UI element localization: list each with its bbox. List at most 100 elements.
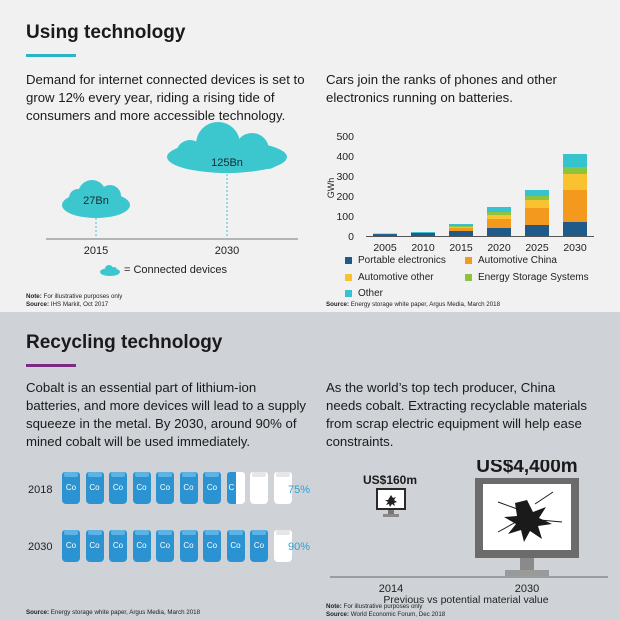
cloud-legend-icon (100, 265, 120, 276)
bar-segment (525, 208, 549, 225)
legend-item: Other (345, 288, 383, 299)
cloud-icon (167, 122, 287, 173)
bar-segment (487, 215, 511, 219)
cobalt-battery-icon (273, 530, 292, 562)
bar-segment (525, 200, 549, 208)
cobalt-row-2030: Co Co Co Co Co Co Co Co Co (62, 530, 297, 562)
cobalt-battery-icon: Co (179, 472, 198, 504)
bar-segment (563, 167, 587, 174)
chart-source: Source: Energy storage white paper, Argu… (326, 301, 501, 308)
bar-segment (487, 219, 511, 228)
bar-segment (525, 190, 549, 196)
cobalt-battery-icon: Co (62, 472, 80, 504)
year-2015-label: 2015 (84, 245, 108, 257)
cobalt-battery-icon: Co (203, 530, 221, 562)
row-year-label: 2030 (28, 541, 53, 553)
note-text: Note: For illustrative purposes only Sou… (26, 293, 123, 308)
cobalt-battery-icon: Co (203, 472, 221, 504)
bar-segment (525, 225, 549, 236)
cloud-icon (62, 180, 130, 218)
recycling-technology-section: Recycling technology Cobalt is an essent… (0, 312, 620, 620)
row-year-label: 2018 (28, 484, 53, 496)
cobalt-battery-icon: Co (250, 530, 268, 562)
bar-segment (373, 233, 397, 235)
y-tick-label: 0 (348, 231, 354, 243)
legend-item: Automotive other (345, 272, 434, 283)
monitor-icon (475, 478, 579, 576)
y-tick-label: 400 (336, 151, 354, 163)
section-title: Recycling technology (26, 332, 223, 353)
legend-item: Automotive China (465, 255, 557, 266)
year-2030-label: 2030 (515, 583, 539, 595)
bar-segment (449, 231, 473, 236)
y-tick-label: 500 (336, 131, 354, 143)
cobalt-battery-icon: Co (132, 472, 151, 504)
cobalt-battery-icon: Co (156, 530, 174, 562)
bar-segment (449, 227, 473, 228)
china-paragraph: As the world’s top tech producer, China … (326, 380, 587, 449)
using-technology-section: Using technology Demand for internet con… (0, 0, 620, 312)
cobalt-battery-icon: Co (109, 472, 127, 504)
bar-segment (487, 212, 511, 215)
row-percent-label: 75% (288, 484, 311, 496)
value-2030-label: US$4,400m (476, 460, 577, 477)
x-tick-label: 2010 (411, 242, 435, 254)
y-tick-label: 300 (336, 171, 354, 183)
cloud-2030-value: 125Bn (211, 157, 243, 169)
cobalt-paragraph: Cobalt is an essential part of lithium-i… (26, 380, 307, 449)
year-2030-label: 2030 (215, 245, 239, 257)
bar-segment (411, 232, 435, 233)
cobalt-battery-icon: Co (85, 472, 104, 504)
cobalt-battery-icon (273, 472, 292, 504)
legend-item: Energy Storage Systems (465, 272, 589, 283)
cloud-2015-value: 27Bn (83, 195, 109, 207)
batteries-paragraph: Cars join the ranks of phones and other … (326, 72, 557, 105)
x-tick-label: 2015 (449, 242, 473, 254)
y-tick-label: 200 (336, 191, 354, 203)
section-accent-rule (26, 364, 76, 367)
bar-segment (487, 207, 511, 212)
bar-segment (411, 233, 435, 236)
bar-segment (449, 224, 473, 226)
bar-segment (563, 222, 587, 236)
bar-segment (563, 174, 587, 190)
recycling-source: Note: For illustrative purposes only Sou… (326, 603, 446, 618)
material-value-graphic: US$160m US$4,400m 2014 2030 (330, 460, 608, 595)
bar-segment (563, 154, 587, 167)
x-tick-label: 2025 (525, 242, 549, 254)
bar-segment (449, 226, 473, 227)
devices-paragraph: Demand for internet connected devices is… (26, 72, 305, 123)
cobalt-battery-icon: Co (156, 472, 174, 504)
section-accent-rule (26, 54, 76, 57)
cobalt-battery-icon: Co (62, 530, 80, 562)
x-tick-label: 2005 (373, 242, 397, 254)
cobalt-source: Source: Energy storage white paper, Argu… (26, 609, 201, 616)
bar-segment (449, 228, 473, 231)
x-tick-label: 2030 (563, 242, 587, 254)
section-title: Using technology (26, 22, 186, 43)
connected-devices-graphic: 27Bn 125Bn 2015 2030 (46, 122, 298, 257)
bar-segment (525, 196, 549, 200)
bar-segment (373, 234, 397, 236)
cobalt-row-2018: Co Co Co Co Co Co Co C (62, 472, 297, 504)
row-percent-label: 90% (288, 541, 311, 553)
cobalt-battery-icon: C (226, 472, 245, 504)
year-2014-label: 2014 (379, 583, 403, 595)
y-tick-label: 100 (336, 211, 354, 223)
cobalt-battery-icon: Co (85, 530, 104, 562)
x-tick-label: 2020 (487, 242, 511, 254)
cobalt-battery-icon (250, 472, 268, 504)
battery-demand-chart: 0 100 200 300 400 500 GWh 2005 2010 2015 2020 2025 2… (326, 131, 594, 254)
cobalt-battery-icon: Co (179, 530, 198, 562)
legend-item: Portable electronics (345, 255, 446, 266)
bar-segment (563, 190, 587, 222)
y-axis-label: GWh (326, 178, 336, 199)
monitor-icon (376, 488, 406, 517)
bar-segment (487, 228, 511, 236)
cobalt-battery-icon: Co (226, 530, 245, 562)
cloud-legend-label: = Connected devices (124, 264, 228, 276)
cobalt-battery-icon: Co (132, 530, 151, 562)
value-2014-label: US$160m (363, 473, 417, 487)
value-caption: Previous vs potential material value (383, 594, 549, 606)
cobalt-battery-icon: Co (109, 530, 127, 562)
